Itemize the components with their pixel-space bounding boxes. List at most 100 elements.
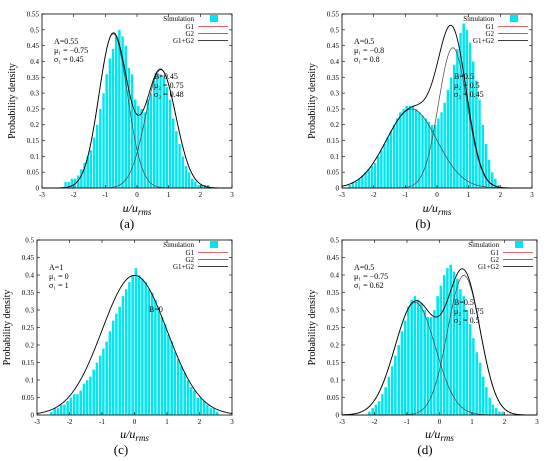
histogram-bar (134, 267, 138, 416)
param-annotation-left: σ₁ = 0.8 (354, 55, 380, 64)
x-tick-label: -2 (71, 191, 77, 199)
y-tick-label: 0.4 (330, 58, 339, 66)
y-tick-label: 0.05 (22, 394, 35, 402)
legend-label-g1: G1 (485, 23, 494, 31)
y-tick-label: 0.35 (22, 289, 35, 297)
histogram-bar (432, 309, 436, 416)
histogram-bar (403, 320, 407, 416)
histogram-bar (124, 45, 128, 189)
y-tick-label: 0.35 (327, 289, 340, 297)
histogram-bar (118, 306, 122, 416)
y-axis-label: Probability density (7, 63, 18, 139)
histogram-bar (376, 156, 380, 189)
histogram-bar (442, 274, 446, 416)
histogram-bar (410, 299, 414, 416)
g1-plus-g2-curve (42, 32, 232, 189)
legend-label-g2: G2 (185, 30, 194, 38)
y-tick-label: 0.5 (330, 26, 339, 34)
y-tick-label: 0.5 (30, 26, 39, 34)
x-tick-label: 1 (467, 191, 471, 199)
histogram-bar (400, 330, 404, 416)
y-tick-label: 0 (36, 185, 40, 193)
x-tick-label: 0 (438, 418, 442, 426)
x-tick-label: -1 (404, 418, 410, 426)
histogram-bar (417, 111, 421, 189)
y-tick-label: 0.15 (22, 359, 35, 367)
histogram-bar (114, 313, 118, 416)
histogram-bar (157, 306, 161, 416)
histogram-bar (462, 23, 466, 189)
param-annotation-right: μ₂ = 0.75 (454, 307, 484, 316)
histogram-bar (354, 181, 358, 189)
panel-a: -3 -2 -1 0 1 2 3 0 0.05 0.1 0.15 0.2 0.25 0.3 0.35 0.4 0… (7, 11, 234, 232)
panel-caption: (d) (417, 442, 432, 457)
histogram-bar (408, 105, 412, 189)
histogram-bar (184, 165, 188, 189)
param-annotation-right: σ₂ = 0.45 (454, 90, 484, 99)
param-annotation-right: σ₂ = 0.5 (454, 316, 480, 325)
histogram-bar (374, 404, 378, 416)
y-tick-label: 0.05 (327, 394, 340, 402)
histogram-bar (491, 404, 495, 416)
histogram-bar (212, 407, 216, 416)
histogram-bar (92, 369, 96, 416)
panel-b: -3 -2 -1 0 1 2 3 0 0.05 0.1 0.15 0.2 0.25 0.3 0.35 0.4 0… (307, 11, 534, 232)
histogram-bar (95, 124, 99, 189)
histogram-bar (178, 143, 182, 189)
histogram-bar (140, 108, 144, 189)
legend-swatch-simulation (510, 15, 518, 22)
y-tick-label: 0.3 (25, 307, 34, 315)
histogram-bar (478, 362, 482, 416)
param-annotation-left: σ₁ = 0.62 (354, 281, 384, 290)
x-tick-label: 0 (135, 191, 139, 199)
x-tick-label: 3 (230, 191, 234, 199)
y-tick-label: 0.05 (327, 169, 340, 177)
param-annotation-left: μ₁ = −0.8 (354, 46, 384, 55)
legend-label-simulation: Simulation (163, 241, 194, 249)
x-tick-label: -3 (339, 191, 345, 199)
y-tick-label: 0.1 (25, 377, 34, 385)
panel-caption: (c) (114, 442, 128, 457)
y-tick-label: 0.2 (330, 121, 339, 129)
histogram-bar (419, 302, 423, 416)
y-tick-label: 0 (336, 412, 340, 420)
histogram-bar (426, 316, 430, 416)
y-tick-label: 0.5 (25, 237, 34, 245)
histogram-bar (62, 404, 66, 416)
histogram-bar (171, 118, 175, 189)
histogram-bar (501, 411, 505, 416)
y-tick-label: 0.45 (22, 254, 35, 262)
histogram-bar (165, 86, 169, 189)
histogram-bar (127, 281, 131, 416)
histogram-bar (111, 320, 115, 416)
histogram-bar (189, 386, 193, 416)
histogram-bar (179, 365, 183, 416)
histogram-bar (117, 29, 121, 189)
histogram-bar (202, 400, 206, 416)
param-annotation-left: A=1 (49, 263, 63, 272)
histogram-bar (445, 267, 449, 416)
histogram-bar (121, 295, 125, 416)
histogram-bar (406, 306, 410, 416)
histogram-bar (392, 124, 396, 189)
histogram-bar (196, 397, 200, 416)
histogram-bar (348, 184, 352, 189)
histogram-bar (79, 390, 83, 416)
histogram-bar (423, 309, 427, 416)
histogram-bar (72, 393, 76, 416)
param-annotation-right: B=0.5 (454, 298, 474, 307)
legend-label-simulation: Simulation (163, 15, 194, 23)
x-tick-label: -3 (39, 191, 45, 199)
y-tick-label: 0.55 (27, 11, 40, 19)
y-tick-label: 0.1 (330, 377, 339, 385)
param-annotation-right: B=0.45 (154, 72, 178, 81)
histogram-bar (153, 299, 157, 416)
histogram-bar (181, 156, 185, 189)
histogram-bar (176, 358, 180, 416)
histogram-bar (105, 341, 109, 416)
histogram-bar (397, 344, 401, 416)
y-tick-label: 0.35 (27, 74, 40, 82)
x-tick-label: -2 (371, 191, 377, 199)
histogram-bar (102, 92, 106, 189)
param-annotation-left: A=0.5 (354, 37, 374, 46)
